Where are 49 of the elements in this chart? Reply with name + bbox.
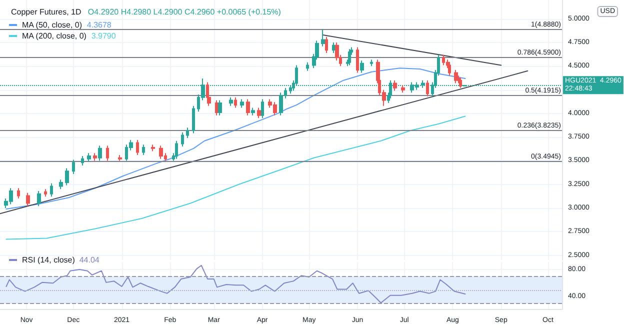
candlestick [279,92,283,116]
candlestick [454,69,458,84]
candlestick [240,98,244,108]
candlestick [98,145,102,162]
candlestick [106,145,109,162]
candlestick [426,80,429,97]
candlestick [81,156,84,166]
line-series [6,264,466,304]
candlestick [93,152,97,162]
candlestick [142,144,145,156]
candlestick [87,152,91,162]
candlestick [401,84,405,94]
candlestick [159,145,163,160]
candlestick [356,46,359,74]
legend-label: MA (200, close, 0) 3.9790 [22,32,116,40]
candlestick [246,98,250,116]
candlestick [181,132,184,148]
candlestick [59,179,63,190]
candlestick [229,96,233,106]
candlestick [136,139,139,156]
candlestick [17,188,20,200]
text: O4.2920 H4.2980 L4.2900 C4.2960 +0.0065 (+0.15%) [88,8,282,16]
candlestick [261,98,264,119]
legend-label: MA (50, close, 0) 4.3678 [22,20,112,30]
candlestick [192,105,195,134]
candlestick [26,192,30,207]
candlestick [186,127,189,139]
candlestick [393,80,397,92]
candlestick [37,190,41,207]
candlestick [50,182,53,198]
candlestick [65,168,69,186]
line-series [6,116,466,240]
candlestick [234,96,237,108]
line-series [6,68,466,210]
candlestick [325,36,328,54]
candlestick [151,144,155,152]
candlestick [321,29,325,47]
candlestick [118,154,122,162]
candlestick [257,107,261,119]
candlestick [251,107,255,116]
candlestick [370,59,373,67]
legend-label: RSI (14, close) 44.04 [22,256,100,264]
candlestick [175,140,178,160]
candlestick [72,159,75,174]
candlestick [360,60,364,74]
text: Copper Futures, 1D [11,8,88,16]
candlestick [306,62,309,72]
candlestick [218,100,222,116]
candlestick [44,188,47,198]
